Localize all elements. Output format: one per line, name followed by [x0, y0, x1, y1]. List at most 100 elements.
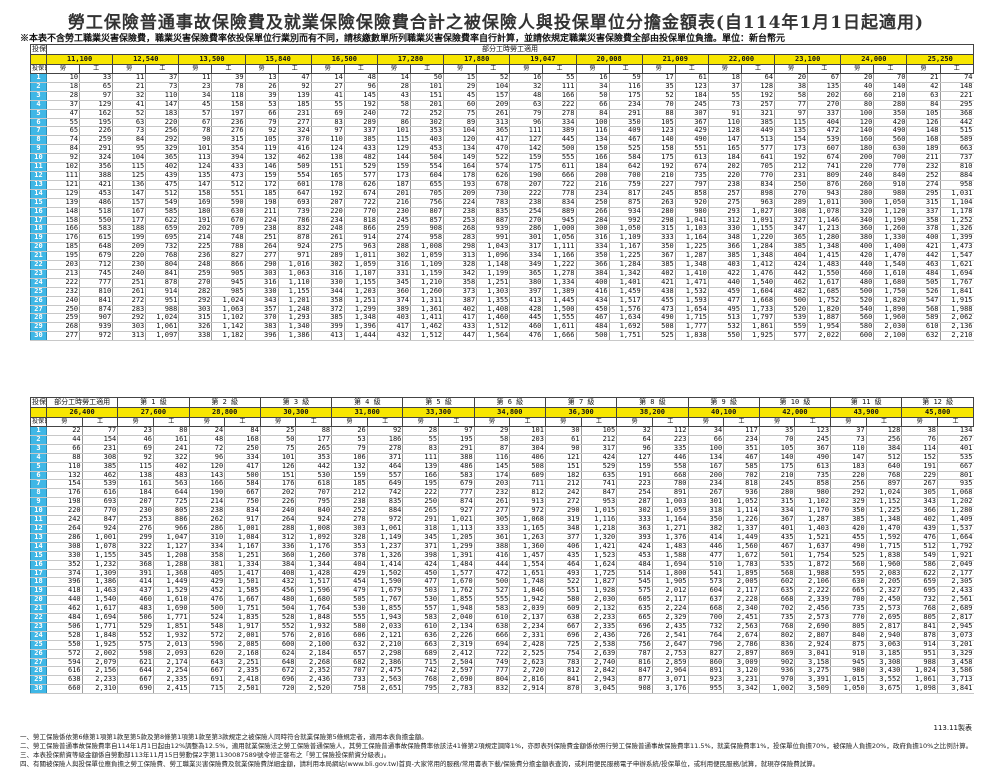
premium-cell: 2,940 — [865, 631, 902, 641]
premium-cell: 490 — [873, 126, 907, 137]
premium-cell: 473 — [641, 305, 676, 315]
premium-cell: 1,368 — [152, 569, 190, 579]
premium-cell: 96 — [616, 444, 653, 454]
premium-cell: 253 — [443, 216, 477, 226]
grade-level: 第 10 級 — [758, 397, 832, 408]
premium-cell: 193 — [443, 180, 477, 190]
premium-cell: 635 — [616, 604, 653, 615]
premium-cell: 1,470 — [873, 251, 907, 262]
premium-cell: 1,016 — [277, 260, 312, 270]
premium-cell: 385 — [707, 251, 742, 262]
premium-cell: 433 — [343, 144, 378, 155]
premium-cell: 101 — [509, 426, 546, 436]
premium-cell: 878 — [277, 233, 312, 244]
premium-cell: 192 — [310, 189, 345, 199]
premium-cell: 70 — [641, 100, 676, 110]
premium-cell: 877 — [616, 675, 653, 686]
premium-cell: 530 — [402, 595, 439, 606]
premium-cell: 1,521 — [794, 533, 831, 543]
premium-cell: 358 — [906, 216, 941, 226]
premium-cell: 143 — [188, 471, 225, 481]
premium-cell: 3,041 — [794, 649, 831, 659]
premium-cell: 1,767 — [366, 595, 403, 606]
premium-cell: 421 — [641, 278, 676, 288]
premium-cell: 202 — [807, 91, 841, 101]
day-number: 11 — [30, 162, 47, 172]
grade-level: 第 4 級 — [331, 397, 404, 408]
premium-cell: 284 — [575, 216, 610, 226]
premium-cell: 483 — [152, 471, 190, 481]
premium-cell: 29 — [473, 426, 510, 436]
premium-cell: 74 — [45, 135, 80, 146]
premium-cell: 739 — [277, 207, 312, 217]
premium-cell: 132 — [331, 462, 368, 472]
premium-cell: 291 — [608, 109, 643, 119]
premium-cell: 1,690 — [152, 604, 190, 615]
premium-cell: 1,155 — [740, 224, 775, 235]
premium-cell: 563 — [152, 479, 190, 490]
premium-cell: 1,050 — [830, 684, 867, 695]
premium-cell: 722 — [343, 198, 378, 208]
premium-cell: 2,651 — [366, 684, 403, 695]
grade-level: 第 1 級 — [117, 397, 190, 408]
premium-cell: 278 — [331, 515, 368, 525]
premium-cell: 221 — [939, 91, 974, 101]
premium-cell: 444 — [473, 560, 510, 570]
premium-cell: 693 — [81, 497, 118, 508]
premium-cell: 1,109 — [608, 233, 643, 244]
premium-cell: 2,335 — [152, 675, 190, 686]
premium-cell: 797 — [674, 180, 709, 190]
premium-cell: 422 — [707, 269, 742, 279]
premium-cell: 874 — [438, 497, 475, 508]
premium-cell: 1,449 — [152, 577, 190, 588]
grade-level: 第 5 級 — [402, 397, 475, 408]
premium-cell: 610 — [402, 622, 439, 632]
premium-cell: 15 — [443, 73, 477, 83]
insured-salary-grade: 31,800 — [331, 407, 404, 418]
premium-cell: 289 — [310, 251, 345, 262]
premium-table-2: 投保薪資部分工時勞工適用第 1 級第 2 級第 3 級第 4 級第 5 級第 6… — [30, 397, 974, 695]
premium-cell: 65 — [45, 126, 80, 137]
premium-cell: 236 — [178, 251, 212, 262]
day-number: 10 — [30, 153, 47, 164]
premium-cell: 1,540 — [873, 260, 907, 270]
premium-cell: 400 — [575, 278, 610, 288]
premium-cell: 120 — [443, 135, 477, 146]
premium-cell: 2,428 — [509, 640, 546, 650]
premium-cell: 464 — [366, 462, 403, 472]
premium-cell: 1,680 — [295, 595, 332, 606]
premium-cell: 2,234 — [509, 622, 546, 632]
premium-cell: 357 — [244, 305, 279, 315]
premium-cell: 891 — [687, 666, 724, 677]
premium-cell: 966 — [152, 524, 190, 534]
day-number: 4 — [30, 99, 47, 110]
premium-cell: 3,308 — [865, 658, 902, 668]
premium-cell: 139 — [402, 462, 439, 472]
premium-cell: 330 — [46, 551, 83, 561]
premium-cell: 224 — [443, 198, 477, 208]
premium-cell: 91 — [707, 109, 742, 119]
premium-cell: 16 — [575, 73, 610, 83]
premium-cell: 360 — [259, 551, 296, 561]
premium-cell: 238 — [509, 198, 543, 208]
premium-cell: 1,078 — [807, 207, 841, 217]
premium-cell: 759 — [608, 180, 643, 190]
premium-cell: 663 — [939, 144, 974, 155]
premium-cell: 1,348 — [740, 251, 775, 262]
premium-cell: 1,547 — [939, 251, 974, 262]
premium-cell: 329 — [145, 144, 179, 155]
premium-cell: 223 — [651, 435, 689, 445]
premium-cell: 1,670 — [438, 577, 475, 588]
premium-cell: 2,085 — [224, 640, 261, 650]
premium-cell: 92 — [45, 153, 80, 164]
premium-cell: 2,030 — [580, 595, 617, 606]
premium-cell: 622 — [145, 216, 179, 226]
table-row: 10 220 770 230 805 238 834 240 840 252 884 265 927 27… — [30, 506, 974, 517]
premium-cell: 315 — [641, 224, 676, 235]
premium-cell: 354 — [211, 144, 246, 155]
premium-cell: 807 — [410, 207, 444, 217]
premium-cell: 875 — [608, 198, 643, 208]
table-row: 10 92 324 104 365 113 394 132 462 138 482 144 504 149… — [30, 153, 974, 164]
premium-cell: 702 — [758, 604, 795, 615]
insured-salary-grade: 16,500 — [310, 54, 378, 65]
